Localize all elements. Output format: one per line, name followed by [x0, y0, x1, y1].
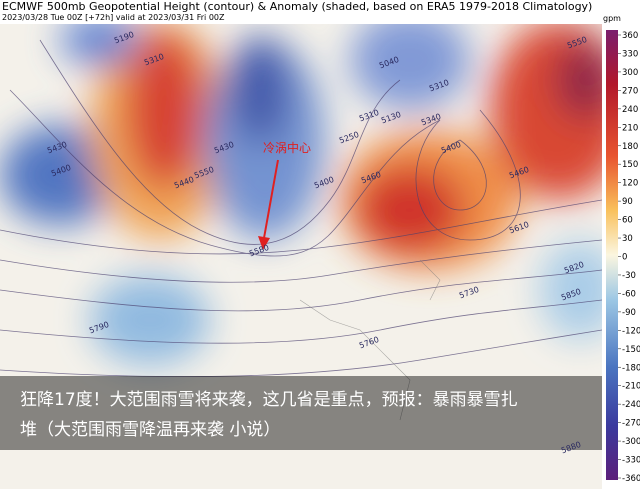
colorbar-tick-label: -30: [622, 271, 636, 281]
colorbar-tick-label: 210: [622, 123, 638, 133]
colorbar-tick-label: -90: [622, 308, 636, 318]
caption-band: [0, 376, 602, 450]
colorbar-tick-label: -120: [622, 326, 640, 336]
colorbar-tick-label: 150: [622, 160, 638, 170]
colorbar-tick-label: -300: [622, 437, 640, 447]
colorbar-tick-label: 180: [622, 142, 638, 152]
colorbar-tick-label: -240: [622, 400, 640, 410]
title: ECMWF 500mb Geopotential Height (contour…: [2, 0, 592, 13]
colorbar-tick-label: 0: [622, 253, 627, 263]
colorbar-tick-label: 90: [622, 197, 633, 207]
map-area: [0, 24, 602, 489]
colorbar-tick-label: 270: [622, 86, 638, 96]
caption-line: 堆（大范围雨雪降温再来袭 小说）: [20, 420, 280, 440]
colorbar-tick-label: -60: [622, 289, 636, 299]
colorbar-tick-label: -210: [622, 382, 640, 392]
colorbar-tick-label: -150: [622, 345, 640, 355]
colorbar-tick-label: 120: [622, 179, 638, 189]
colorbar-unit: gpm: [603, 14, 621, 23]
colorbar-tick-label: -270: [622, 419, 640, 429]
colorbar-tick-label: -360: [622, 474, 640, 484]
colorbar: [606, 30, 618, 480]
annotation: 冷涡中心: [263, 140, 311, 155]
colorbar-tick-label: 60: [622, 216, 633, 226]
colorbar-tick-label: 330: [622, 49, 638, 59]
colorbar-tick-label: 360: [622, 31, 638, 41]
colorbar-tick-label: 30: [622, 234, 633, 244]
colorbar-tick-label: -180: [622, 363, 640, 373]
caption-line: 狂降17度！大范围雨雪将来袭，这几省是重点，预报：暴雨暴雪扎: [20, 390, 518, 410]
colorbar-tick-label: 300: [622, 68, 638, 78]
colorbar-tick-label: -330: [622, 456, 640, 466]
subtitle: 2023/03/28 Tue 00Z [+72h] valid at 2023/…: [2, 13, 225, 22]
colorbar-tick-label: 240: [622, 105, 638, 115]
